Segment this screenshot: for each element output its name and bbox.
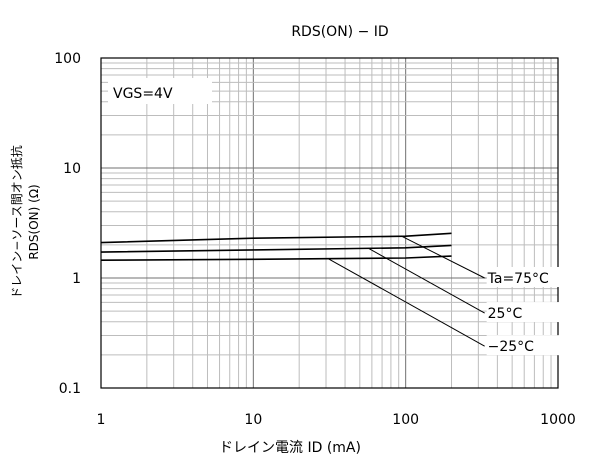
annotation-label-bg [486,267,575,287]
grid [101,58,558,388]
y-axis-label-line1: ドレイン−ソース間オン抵抗 [9,145,24,298]
y-tick-label: 0.1 [59,381,81,397]
y-axis-label-line2: RDS(ON) (Ω) [27,184,41,259]
x-tick-label: 10 [244,412,262,428]
y-tick-label: 1 [72,271,81,287]
annotation-label-bg [486,302,575,323]
y-tick-label: 10 [63,161,81,177]
x-tick-label: 1 [97,412,106,428]
series-line [100,244,452,253]
chart-title: RDS(ON) − ID [291,24,388,40]
x-tick-label: 1000 [540,412,576,428]
annotation-label: Ta=75°C [487,271,549,287]
annotation-leader-line [327,258,485,347]
tick-labels: 1 10 100 1000 0.1 1 10 100 [54,51,576,428]
annotation-label-bg [486,335,575,356]
annotation-leader-line [368,247,485,314]
annotation-label: −25°C [488,339,535,355]
series-line [100,255,452,261]
series-line [100,232,452,244]
annotation-label: 25°C [488,306,523,322]
annotation-leader-line [400,235,485,279]
annotations-group: Ta=75°C 25°C −25°C [327,235,575,356]
series-group [100,232,452,261]
y-tick-label: 100 [54,51,81,67]
condition-label: VGS=4V [113,86,173,102]
x-tick-label: 100 [392,412,419,428]
x-axis-label: ドレイン電流 ID (mA) [219,440,361,456]
plot-frame [100,57,559,389]
condition-label-bg [108,78,212,104]
